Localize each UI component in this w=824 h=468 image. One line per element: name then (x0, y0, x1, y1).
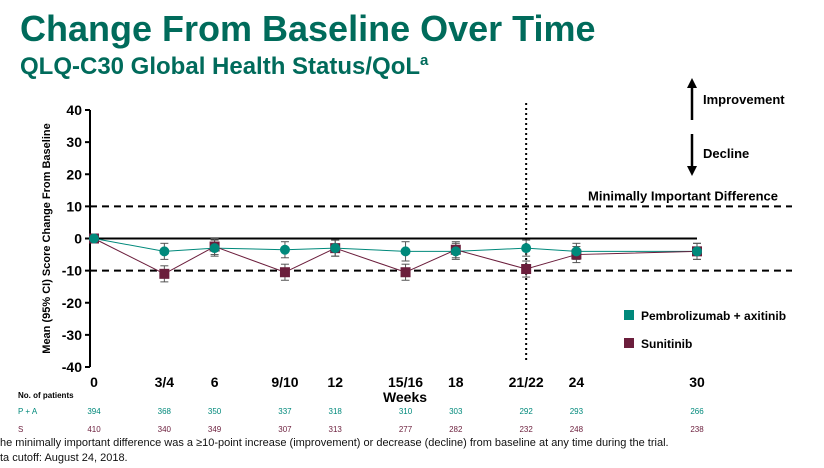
patients-count: 282 (449, 425, 463, 434)
improvement-label: Improvement (703, 92, 785, 107)
series-line-0 (93, 238, 697, 252)
data-point-0 (521, 243, 532, 254)
x-tick-label: 0 (90, 374, 98, 390)
data-point-1 (159, 268, 170, 279)
data-point-0 (209, 243, 220, 254)
data-point-0 (692, 246, 702, 257)
y-tick-label: -10 (62, 263, 82, 279)
y-axis-title: Mean (95% CI) Score Change From Baseline (41, 123, 53, 353)
x-tick-label: 21/22 (509, 374, 544, 390)
patients-count: 368 (158, 407, 172, 416)
y-tick-label: 30 (66, 134, 82, 150)
patients-count: 238 (690, 425, 704, 434)
x-tick-label: 30 (689, 374, 705, 390)
mid-label: Minimally Important Difference (588, 188, 778, 203)
patients-count: 307 (278, 425, 292, 434)
patients-count: 232 (519, 425, 533, 434)
legend-swatch-0 (624, 310, 634, 320)
patients-count: 313 (329, 425, 343, 434)
data-point-0 (330, 243, 341, 254)
footnote-mid: he minimally important difference was a … (0, 437, 669, 449)
patients-count: 350 (208, 407, 222, 416)
y-tick-label: 0 (74, 231, 82, 247)
patients-count: 248 (570, 425, 584, 434)
data-point-0 (571, 246, 582, 257)
patients-count: 310 (399, 407, 413, 416)
x-tick-label: 18 (448, 374, 464, 390)
data-point-0 (450, 246, 461, 257)
patients-row-label: P + A (18, 407, 38, 416)
y-tick-label: 20 (66, 166, 82, 182)
patients-count: 292 (519, 407, 533, 416)
legend-swatch-1 (624, 338, 634, 348)
y-tick-label: -20 (62, 295, 82, 311)
data-point-1 (521, 264, 532, 275)
y-tick-label: 40 (66, 102, 82, 118)
patients-count: 394 (87, 407, 101, 416)
patients-count: 349 (208, 425, 222, 434)
subtitle-footnote-marker: a (420, 52, 429, 69)
y-tick-label: -40 (62, 359, 82, 375)
y-tick-label: 10 (66, 198, 82, 214)
x-tick-label: 15/16 (388, 374, 423, 390)
x-tick-label: 12 (327, 374, 343, 390)
patients-row-label: S (18, 425, 23, 434)
x-tick-label: 9/10 (271, 374, 298, 390)
legend-label-1: Sunitinib (641, 337, 692, 351)
series-line-1 (93, 238, 698, 275)
patients-count: 340 (158, 425, 172, 434)
data-point-1 (400, 267, 411, 278)
y-tick-label: -30 (62, 327, 82, 343)
patients-heading: No. of patients (18, 391, 74, 400)
subtitle-text: QLQ-C30 Global Health Status/QoL (20, 53, 421, 80)
decline-label: Decline (703, 146, 749, 161)
patients-count: 303 (449, 407, 463, 416)
chart-title: Change From Baseline Over Time (20, 8, 596, 49)
patients-count: 318 (329, 407, 343, 416)
patients-count: 277 (399, 425, 413, 434)
patients-count: 410 (87, 425, 101, 434)
patients-count: 337 (278, 407, 292, 416)
legend-label-0: Pembrolizumab + axitinib (641, 309, 786, 323)
data-point-0 (279, 244, 290, 255)
patients-count: 293 (570, 407, 584, 416)
footnote-cutoff: ta cutoff: August 24, 2018. (0, 452, 128, 464)
x-tick-label: 3/4 (155, 374, 175, 390)
patients-count: 266 (690, 407, 704, 416)
improvement-arrow-head (687, 78, 697, 88)
data-point-0 (159, 246, 170, 257)
data-point-0 (89, 233, 99, 244)
x-tick-label: 24 (569, 374, 585, 390)
x-tick-label: 6 (211, 374, 219, 390)
chart-subtitle: QLQ-C30 Global Health Status/QoLa (20, 52, 428, 81)
x-axis-title: Weeks (383, 389, 427, 405)
data-point-1 (279, 267, 290, 278)
data-point-0 (400, 246, 411, 257)
decline-arrow-head (687, 166, 697, 176)
